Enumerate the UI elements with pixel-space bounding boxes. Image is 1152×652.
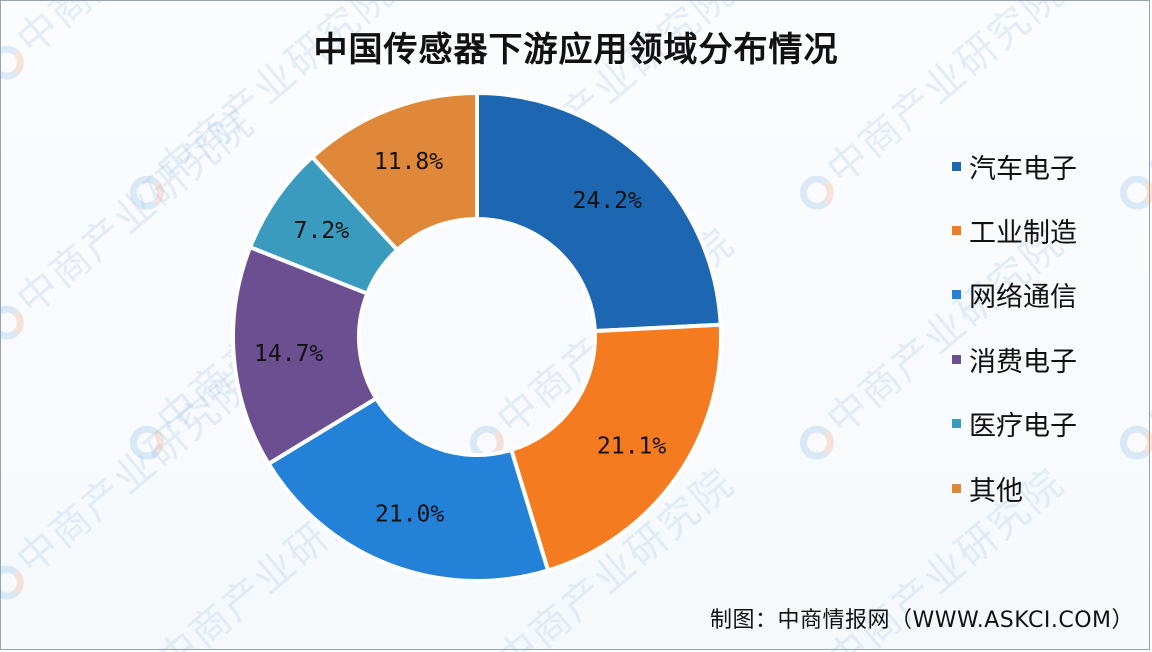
legend-item: 网络通信: [952, 263, 1077, 327]
legend-swatch-icon: [952, 354, 961, 364]
slice-value-label: 14.7%: [254, 341, 323, 367]
legend-swatch-icon: [952, 290, 961, 300]
legend-label: 消费电子: [969, 346, 1077, 378]
donut-slice: [265, 395, 551, 583]
legend-label: 工业制造: [969, 218, 1077, 250]
legend-label: 其他: [969, 475, 1023, 507]
legend-swatch-icon: [952, 419, 961, 429]
slice-value-label: 7.2%: [294, 218, 350, 244]
legend-swatch-icon: [952, 483, 961, 493]
legend-item: 其他: [952, 456, 1077, 520]
legend: 汽车电子工业制造网络通信消费电子医疗电子其他: [952, 134, 1077, 520]
legend-label: 医疗电子: [969, 411, 1077, 443]
legend-item: 医疗电子: [952, 392, 1077, 456]
legend-item: 工业制造: [952, 198, 1077, 262]
legend-item: 消费电子: [952, 327, 1077, 391]
slice-value-label: 24.2%: [573, 188, 642, 214]
donut-slice: [508, 322, 723, 573]
donut-slice: [309, 90, 479, 253]
legend-swatch-icon: [952, 161, 961, 171]
legend-label: 网络通信: [969, 282, 1077, 314]
source-note: 制图：中商情报网（WWW.ASKCI.COM）: [710, 608, 1134, 633]
slice-value-label: 21.1%: [597, 434, 666, 460]
donut-slice: [231, 244, 379, 467]
slice-value-label: 21.0%: [375, 502, 444, 528]
legend-label: 汽车电子: [969, 153, 1077, 185]
legend-swatch-icon: [952, 226, 961, 236]
legend-item: 汽车电子: [952, 134, 1077, 198]
slice-value-label: 11.8%: [374, 149, 443, 175]
chart-title: 中国传感器下游应用领域分布情况: [313, 30, 839, 70]
donut-slice: [475, 90, 723, 334]
